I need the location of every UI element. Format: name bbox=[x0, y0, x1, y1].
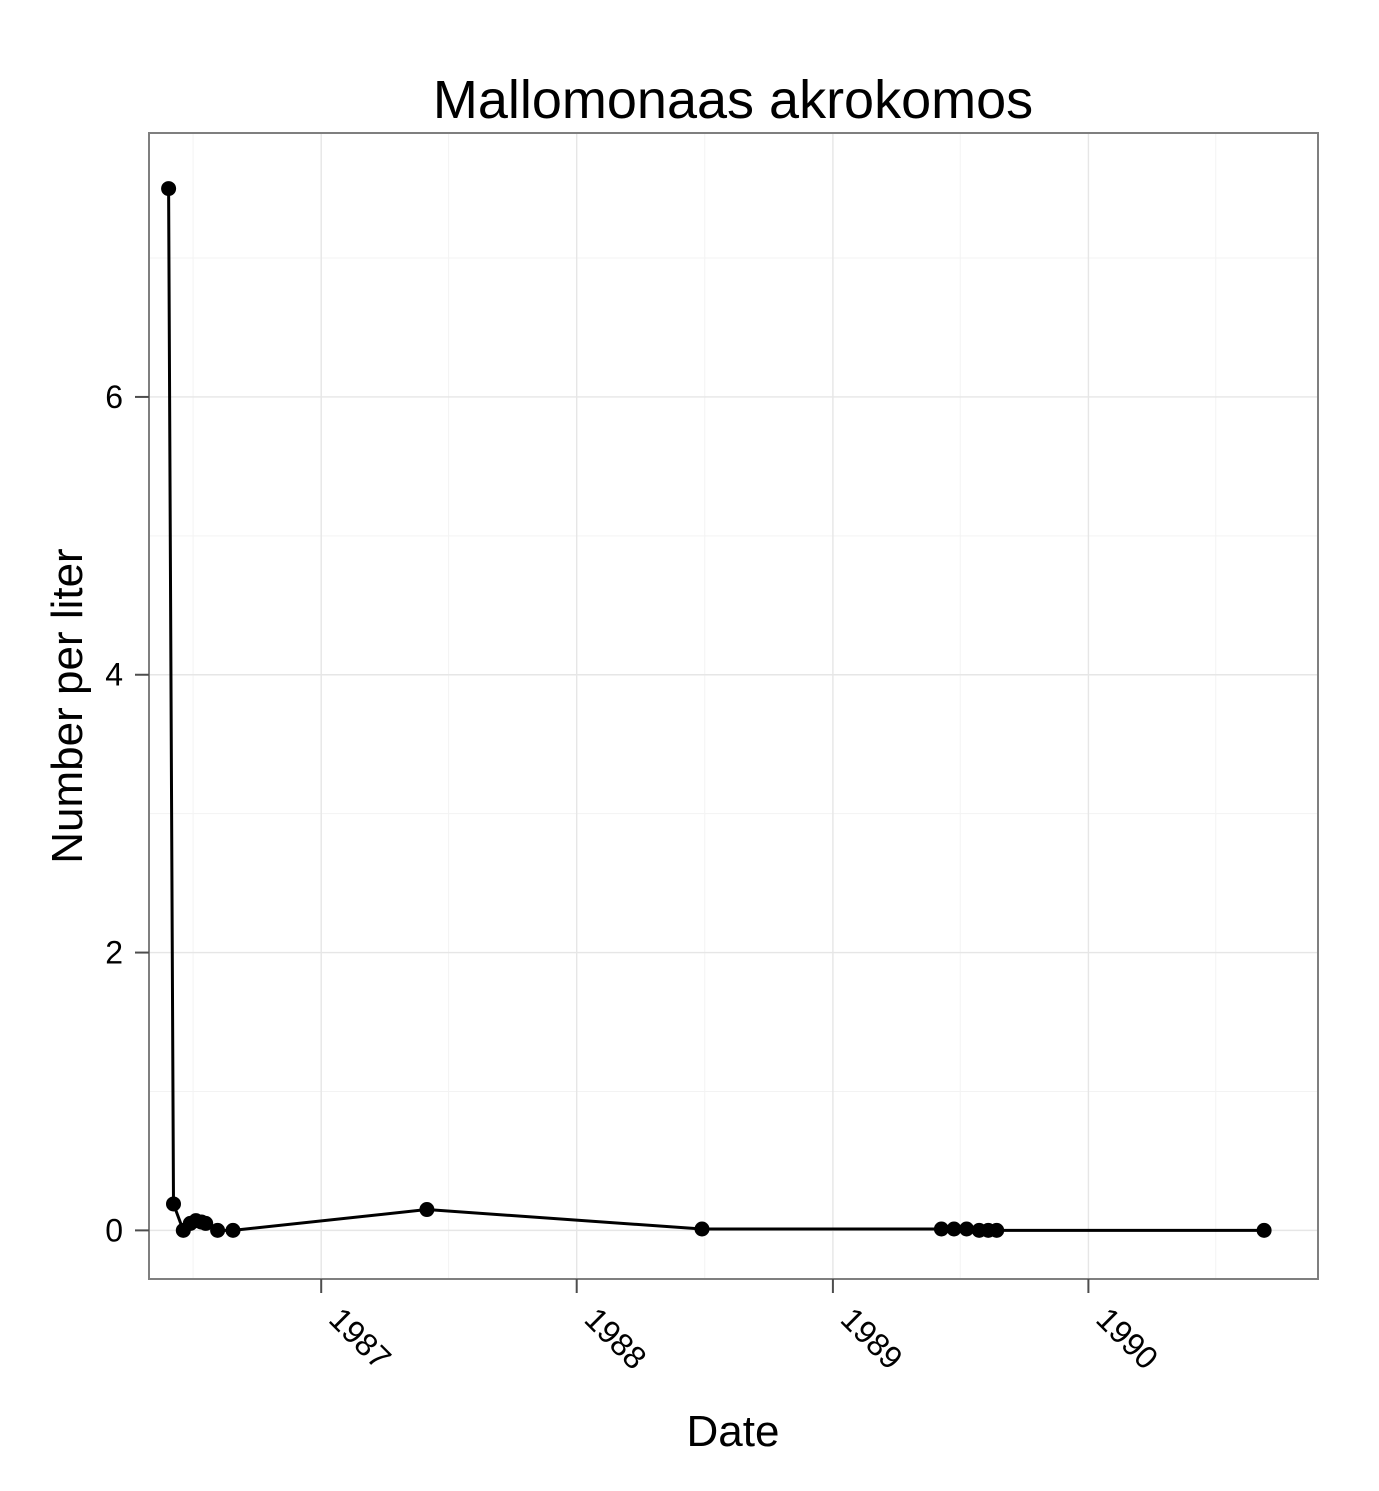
major-grid bbox=[149, 133, 1318, 1279]
series-line bbox=[167, 188, 1265, 1234]
x-tick-label: 1989 bbox=[834, 1300, 910, 1376]
y-axis: 0 2 4 6 bbox=[105, 379, 149, 1248]
data-point bbox=[933, 1221, 949, 1237]
data-point bbox=[210, 1222, 226, 1238]
data-point bbox=[959, 1221, 975, 1237]
chart-title: Mallomonaas akrokomos bbox=[433, 70, 1033, 130]
data-point bbox=[946, 1221, 962, 1237]
minor-grid bbox=[149, 133, 1318, 1279]
x-tick-label: 1988 bbox=[578, 1300, 654, 1376]
y-tick-label: 2 bbox=[105, 935, 123, 971]
y-tick-label: 6 bbox=[105, 379, 123, 415]
x-tick-label: 1990 bbox=[1089, 1300, 1165, 1376]
data-point bbox=[1256, 1222, 1272, 1238]
data-series bbox=[161, 181, 1272, 1238]
data-point bbox=[419, 1202, 435, 1218]
data-point bbox=[161, 181, 177, 197]
data-point bbox=[225, 1222, 241, 1238]
x-tick-label: 1987 bbox=[322, 1300, 398, 1376]
x-axis-title: Date bbox=[687, 1407, 780, 1456]
data-point bbox=[694, 1221, 710, 1237]
data-point bbox=[989, 1222, 1005, 1238]
plot-panel bbox=[148, 132, 1319, 1280]
y-tick-label: 4 bbox=[105, 657, 123, 693]
data-point bbox=[166, 1196, 181, 1212]
y-axis-title: Number per liter bbox=[43, 548, 92, 863]
data-point bbox=[198, 1215, 214, 1231]
y-tick-label: 0 bbox=[105, 1212, 123, 1248]
x-axis: 1987 1988 1989 1990 bbox=[320, 1279, 1165, 1376]
